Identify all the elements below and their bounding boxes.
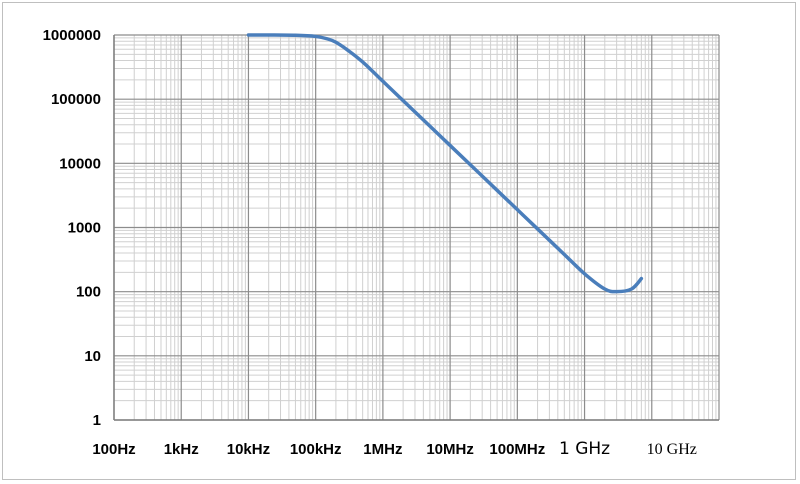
y-tick-label: 10 (84, 348, 101, 365)
x-tick-label: 100Hz (92, 441, 135, 458)
x-tick-label: 10 GHz (647, 441, 697, 458)
y-tick-label: 1000 (68, 220, 101, 237)
series-line-0 (246, 33, 644, 294)
x-tick-label: 1MHz (363, 441, 402, 458)
x-tick-label: 1 GHz (559, 439, 610, 459)
x-tick-label: 1kHz (164, 441, 199, 458)
y-tick-label: 100 (76, 284, 101, 301)
y-tick-label: 100000 (51, 91, 101, 108)
x-axis-ticks: 100Hz 1kHz 10kHz 100kHz 1MHz 10MHz 100MHz 1 GHz… (92, 439, 697, 459)
x-tick-label: 100MHz (489, 441, 545, 458)
y-tick-label: 10000 (59, 155, 101, 172)
x-tick-label: 10kHz (227, 441, 270, 458)
x-tick-label: 10MHz (426, 441, 474, 458)
axes (113, 35, 719, 421)
x-tick-label: 100kHz (290, 441, 342, 458)
y-tick-label: 1000000 (43, 27, 101, 44)
y-tick-label: 1 (93, 412, 101, 429)
series-layer (246, 33, 644, 294)
y-axis-ticks: 1 10 100 1000 10000 100000 1000000 (43, 27, 101, 429)
